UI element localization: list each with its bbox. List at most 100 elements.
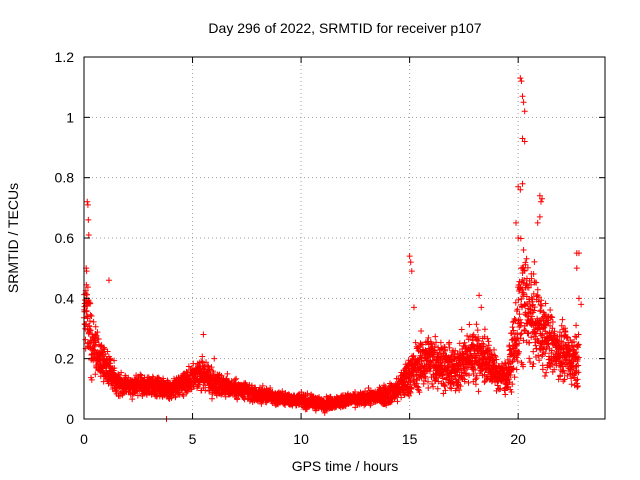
data-point — [508, 388, 515, 395]
data-point — [475, 333, 482, 340]
y-tick-label: 1 — [66, 109, 74, 125]
data-point — [521, 138, 528, 145]
data-point — [557, 372, 564, 379]
data-point — [531, 307, 538, 314]
data-point — [474, 327, 481, 334]
chart-title: Day 296 of 2022, SRMTID for receiver p10… — [208, 20, 481, 36]
data-point — [536, 357, 543, 364]
data-point — [548, 313, 555, 320]
data-point — [537, 340, 544, 347]
data-point — [472, 358, 479, 365]
data-point — [84, 284, 91, 291]
data-point — [530, 360, 537, 367]
data-point — [539, 195, 546, 202]
data-point — [267, 384, 274, 391]
data-point — [511, 315, 518, 322]
data-point — [539, 351, 546, 358]
data-point — [134, 392, 141, 399]
data-point — [434, 385, 441, 392]
data-point — [530, 348, 537, 355]
data-point — [573, 349, 580, 356]
data-point — [536, 192, 543, 199]
data-point — [85, 216, 92, 223]
data-point — [149, 373, 156, 380]
data-point — [548, 329, 555, 336]
data-point — [478, 304, 485, 311]
data-point — [101, 346, 108, 353]
data-point — [561, 370, 568, 377]
data-point — [531, 258, 538, 265]
y-axis-label: SRMTID / TECUs — [5, 183, 21, 293]
data-point — [575, 362, 582, 369]
data-point — [407, 259, 414, 266]
data-point — [422, 375, 429, 382]
data-point — [538, 297, 545, 304]
data-point — [414, 344, 421, 351]
data-point — [485, 342, 492, 349]
data-point — [513, 341, 520, 348]
data-point — [440, 390, 447, 397]
data-point — [442, 346, 449, 353]
data-point — [425, 334, 432, 341]
data-point — [528, 275, 535, 282]
data-point — [425, 384, 432, 391]
data-point — [461, 339, 468, 346]
data-point — [515, 348, 522, 355]
data-point — [84, 201, 91, 208]
data-point — [502, 391, 509, 398]
data-point — [234, 396, 241, 403]
data-point — [472, 381, 479, 388]
data-point — [494, 382, 501, 389]
data-point — [539, 366, 546, 373]
data-point — [551, 332, 558, 339]
data-point — [525, 330, 532, 337]
data-point — [526, 339, 533, 346]
data-point — [518, 78, 525, 85]
data-point — [473, 372, 480, 379]
data-point — [446, 344, 453, 351]
data-point — [233, 375, 240, 382]
data-point — [525, 284, 532, 291]
data-point — [510, 327, 517, 334]
data-point — [517, 186, 524, 193]
data-point — [564, 372, 571, 379]
data-point — [84, 198, 91, 205]
data-point — [429, 380, 436, 387]
data-point — [555, 376, 562, 383]
data-point — [424, 378, 431, 385]
data-point — [414, 383, 421, 390]
data-point — [198, 358, 205, 365]
data-point — [578, 301, 585, 308]
data-point — [199, 353, 206, 360]
data-point — [518, 319, 525, 326]
data-point — [519, 286, 526, 293]
data-point — [537, 198, 544, 205]
data-point — [407, 377, 414, 384]
data-point — [551, 366, 558, 373]
data-point — [437, 339, 444, 346]
data-point — [528, 294, 535, 301]
data-point — [520, 337, 527, 344]
data-point — [559, 316, 566, 323]
data-point — [211, 355, 218, 362]
data-point — [394, 398, 401, 405]
data-point — [304, 390, 311, 397]
data-point — [564, 334, 571, 341]
data-point — [435, 378, 442, 385]
data-point — [532, 330, 539, 337]
data-point — [560, 367, 567, 374]
x-axis-label: GPS time / hours — [292, 458, 399, 474]
data-point — [530, 271, 537, 278]
data-point — [493, 356, 500, 363]
data-point — [95, 335, 102, 342]
data-point — [545, 319, 552, 326]
data-point — [94, 329, 101, 336]
data-point — [517, 75, 524, 82]
data-point — [548, 347, 555, 354]
data-point — [515, 235, 522, 241]
data-point — [549, 361, 556, 368]
data-point — [575, 250, 582, 257]
data-point — [407, 388, 414, 395]
data-point — [575, 354, 582, 361]
data-point — [529, 296, 536, 303]
